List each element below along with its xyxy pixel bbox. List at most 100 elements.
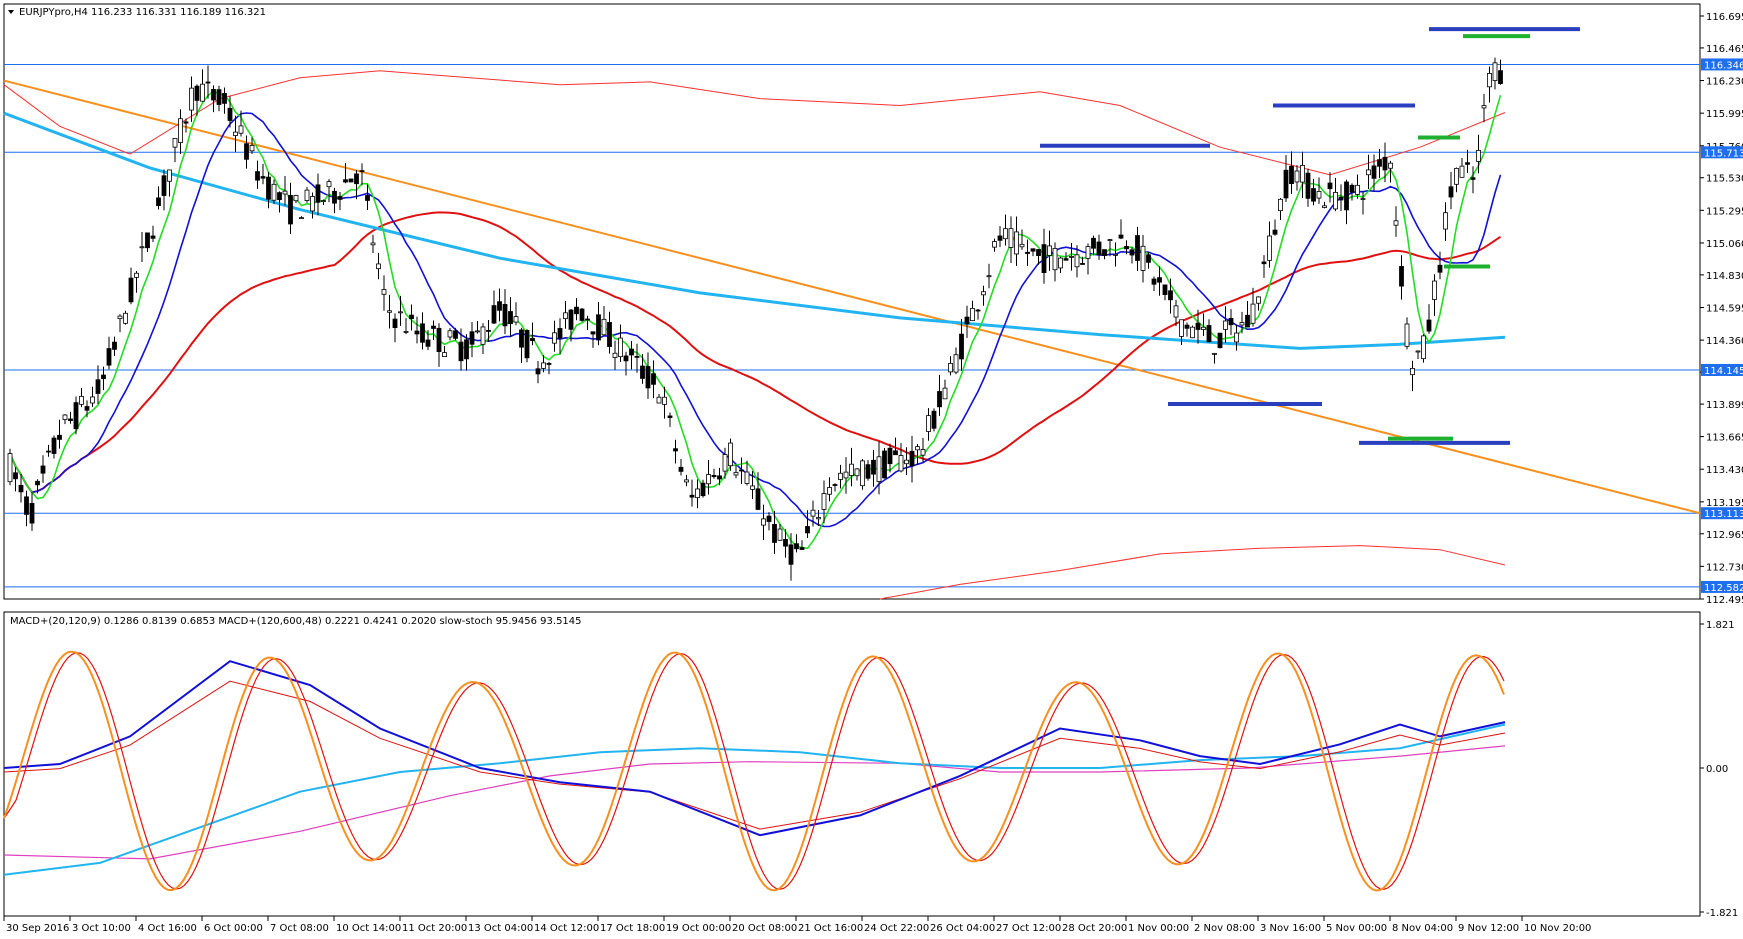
candle-body bbox=[18, 484, 24, 493]
candle-body bbox=[1333, 191, 1338, 210]
candle-body bbox=[1179, 319, 1184, 337]
candle-body bbox=[1052, 247, 1058, 271]
candle-body bbox=[1300, 165, 1305, 183]
candle-body bbox=[695, 488, 700, 499]
candle-body bbox=[926, 415, 931, 432]
candle-body bbox=[1272, 229, 1278, 235]
time-tick-label: 26 Oct 04:00 bbox=[930, 923, 995, 934]
candle-body bbox=[612, 352, 618, 358]
menu-triangle-icon[interactable] bbox=[8, 10, 14, 14]
time-tick-label: 2 Nov 08:00 bbox=[1194, 923, 1255, 934]
candle-body bbox=[57, 434, 62, 440]
candle-body bbox=[678, 466, 684, 472]
candle-body bbox=[975, 309, 981, 312]
candle-body bbox=[332, 190, 337, 204]
candle-body bbox=[634, 355, 640, 358]
envelope-bands bbox=[3, 70, 1506, 600]
candle-body bbox=[772, 524, 777, 543]
candle-body bbox=[68, 418, 73, 421]
candle-body bbox=[480, 326, 486, 345]
time-axis: 30 Sep 2016 3 Oct 10:00 4 Oct 16:00 6 Oct 0… bbox=[3, 916, 1591, 934]
candle-body bbox=[40, 465, 46, 474]
candle-body bbox=[849, 463, 854, 476]
time-tick-label: 19 Oct 00:00 bbox=[666, 923, 731, 934]
level-price-tag bbox=[1701, 146, 1743, 159]
candle-body bbox=[854, 468, 860, 477]
candle-body bbox=[722, 454, 728, 472]
price-tick-label: 114.595 bbox=[1706, 304, 1743, 315]
indicator-tick-label: -1.821 bbox=[1706, 908, 1738, 919]
candle-body bbox=[1344, 181, 1349, 211]
candle-body bbox=[282, 190, 288, 195]
candle-body bbox=[1360, 198, 1366, 200]
time-tick-label: 27 Oct 12:00 bbox=[996, 923, 1061, 934]
candle-body bbox=[502, 304, 508, 327]
candle-body bbox=[931, 410, 937, 429]
candle-body bbox=[1146, 254, 1151, 263]
candle-body bbox=[629, 348, 634, 356]
candle-body bbox=[117, 315, 123, 320]
support-resistance-markers bbox=[1040, 27, 1580, 445]
candle-body bbox=[112, 341, 117, 350]
candle-body bbox=[497, 301, 502, 311]
time-tick-label: 13 Oct 04:00 bbox=[468, 923, 533, 934]
price-tick-label: 114.830 bbox=[1706, 271, 1743, 282]
candle-body bbox=[843, 471, 849, 479]
candle-body bbox=[964, 316, 970, 325]
time-tick-label: 9 Nov 12:00 bbox=[1458, 923, 1519, 934]
candles bbox=[7, 57, 1503, 581]
candle-body bbox=[794, 543, 799, 550]
time-tick-label: 3 Nov 16:00 bbox=[1260, 923, 1321, 934]
candle-body bbox=[1349, 184, 1355, 193]
candle-body bbox=[1019, 243, 1025, 248]
candle-body bbox=[524, 329, 530, 359]
candle-body bbox=[321, 200, 326, 202]
time-tick-label: 10 Nov 20:00 bbox=[1524, 923, 1591, 934]
candle-body bbox=[271, 183, 277, 201]
candle-body bbox=[1404, 323, 1410, 347]
candle-body bbox=[1201, 326, 1206, 330]
candle-body bbox=[882, 450, 887, 479]
candle-body bbox=[194, 85, 200, 101]
candle-body bbox=[546, 363, 552, 365]
candle-body bbox=[761, 518, 766, 526]
time-tick-label: 21 Oct 16:00 bbox=[798, 923, 863, 934]
stoch-d-line bbox=[3, 652, 1505, 890]
candle-body bbox=[35, 480, 40, 486]
indicator-panel-frame bbox=[3, 611, 1701, 917]
candle-body bbox=[1239, 322, 1245, 326]
candle-body bbox=[1421, 335, 1426, 360]
candle-body bbox=[1410, 367, 1415, 376]
candle-body bbox=[464, 339, 469, 360]
candle-body bbox=[1157, 277, 1162, 283]
candle-body bbox=[1426, 319, 1432, 332]
level-price-tag-label: 116.346 bbox=[1704, 60, 1743, 71]
candle-body bbox=[1366, 169, 1371, 176]
candle-body bbox=[651, 373, 656, 385]
price-tick-label: 113.899 bbox=[1706, 400, 1743, 411]
candle-body bbox=[227, 107, 233, 121]
candle-body bbox=[1459, 165, 1465, 178]
indicator-axis: 1.821 0.00 -1.821 bbox=[1700, 620, 1738, 919]
candle-body bbox=[293, 194, 299, 202]
candle-body bbox=[260, 176, 266, 179]
candle-body bbox=[1388, 162, 1393, 169]
candle-body bbox=[552, 332, 557, 344]
upper-band-line bbox=[3, 70, 1506, 176]
candle-body bbox=[1129, 249, 1135, 256]
candle-body bbox=[1151, 278, 1157, 285]
candle-body bbox=[1036, 249, 1041, 256]
candle-body bbox=[337, 196, 343, 200]
candle-body bbox=[73, 402, 79, 430]
candle-body bbox=[62, 414, 68, 420]
candle-body bbox=[79, 395, 84, 405]
candle-body bbox=[805, 526, 810, 534]
candle-body bbox=[1025, 251, 1030, 254]
candle-body bbox=[711, 474, 717, 478]
candle-body bbox=[288, 195, 293, 225]
candle-body bbox=[871, 459, 876, 475]
candle-body bbox=[161, 175, 167, 196]
candle-body bbox=[359, 170, 365, 173]
candle-body bbox=[1448, 186, 1454, 198]
